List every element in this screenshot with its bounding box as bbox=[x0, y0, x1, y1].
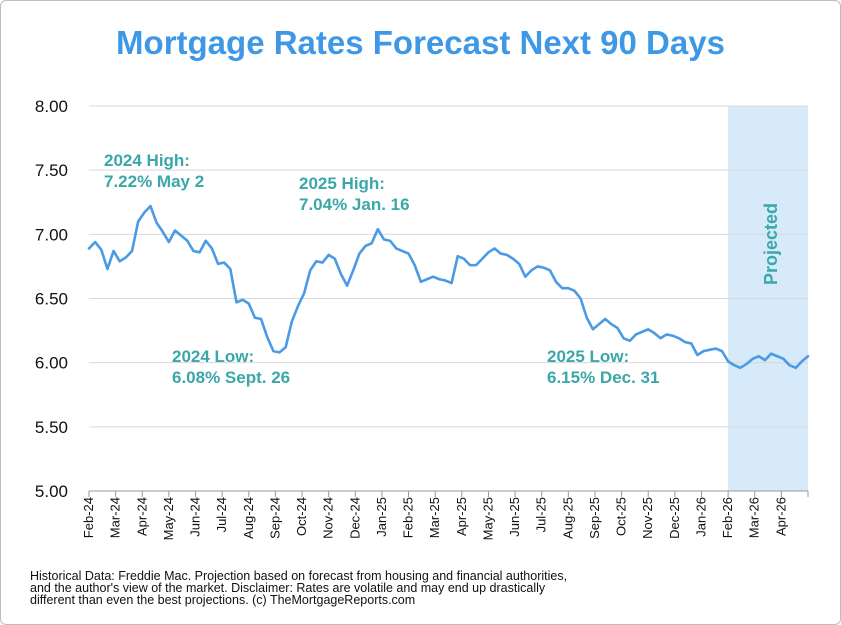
x-tick-label: Jan-25 bbox=[374, 497, 389, 537]
y-tick-label: 7.50 bbox=[35, 161, 68, 180]
x-tick-label: Feb-25 bbox=[401, 497, 416, 538]
x-tick-label: Dec-24 bbox=[347, 497, 362, 539]
x-tick-label: Nov-24 bbox=[321, 497, 336, 539]
x-tick-label: Jun-24 bbox=[188, 497, 203, 537]
rate-series-line bbox=[87, 204, 810, 370]
x-tick-label: Oct-24 bbox=[294, 497, 309, 536]
x-tick-label: Nov-25 bbox=[640, 497, 655, 539]
annotation-low-2024-line-2: 6.08% Sept. 26 bbox=[172, 368, 290, 387]
y-tick-label: 5.50 bbox=[35, 418, 68, 437]
x-tick-label: Aug-25 bbox=[560, 497, 575, 539]
y-tick-label: 7.00 bbox=[35, 225, 68, 244]
x-tick-label: Mar-26 bbox=[747, 497, 762, 538]
x-tick-label: Sep-24 bbox=[267, 497, 282, 539]
x-tick-label: May-24 bbox=[161, 497, 176, 540]
y-tick-label: 6.50 bbox=[35, 290, 68, 309]
annotation-high-2025-line-1: 2025 High: bbox=[299, 174, 385, 193]
x-tick-label: Aug-24 bbox=[241, 497, 256, 539]
y-tick-label: 8.00 bbox=[35, 97, 68, 116]
x-tick-label: Jul-25 bbox=[534, 497, 549, 532]
projected-label: Projected bbox=[761, 203, 781, 285]
x-tick-label: Apr-25 bbox=[454, 497, 469, 536]
x-tick-label: Jul-24 bbox=[214, 497, 229, 532]
x-tick-label: May-25 bbox=[480, 497, 495, 540]
x-tick-label: Jan-26 bbox=[693, 497, 708, 537]
annotation-high-2024-line-1: 2024 High: bbox=[104, 151, 190, 170]
x-tick-label: Oct-25 bbox=[614, 497, 629, 536]
x-tick-label: Sep-25 bbox=[587, 497, 602, 539]
annotation-high-2025-line-2: 7.04% Jan. 16 bbox=[299, 195, 410, 214]
x-tick-label: Feb-24 bbox=[81, 497, 96, 538]
x-tick-label: Jun-25 bbox=[507, 497, 522, 537]
annotation-low-2025-line-2: 6.15% Dec. 31 bbox=[547, 368, 659, 387]
y-tick-label: 5.00 bbox=[35, 482, 68, 501]
x-tick-label: Apr-24 bbox=[134, 497, 149, 536]
x-tick-label: Mar-25 bbox=[427, 497, 442, 538]
x-tick-label: Feb-26 bbox=[720, 497, 735, 538]
chart-title: Mortgage Rates Forecast Next 90 Days bbox=[116, 24, 725, 61]
annotation-high-2024-line-2: 7.22% May 2 bbox=[104, 172, 204, 191]
annotation-low-2024-line-1: 2024 Low: bbox=[172, 347, 254, 366]
x-tick-label: Dec-25 bbox=[667, 497, 682, 539]
x-tick-label: Apr-26 bbox=[773, 497, 788, 536]
annotation-low-2025-line-1: 2025 Low: bbox=[547, 347, 629, 366]
source-footnote: Historical Data: Freddie Mac. Projection… bbox=[30, 569, 568, 607]
y-tick-label: 6.00 bbox=[35, 354, 68, 373]
x-tick-label: Mar-24 bbox=[108, 497, 123, 538]
